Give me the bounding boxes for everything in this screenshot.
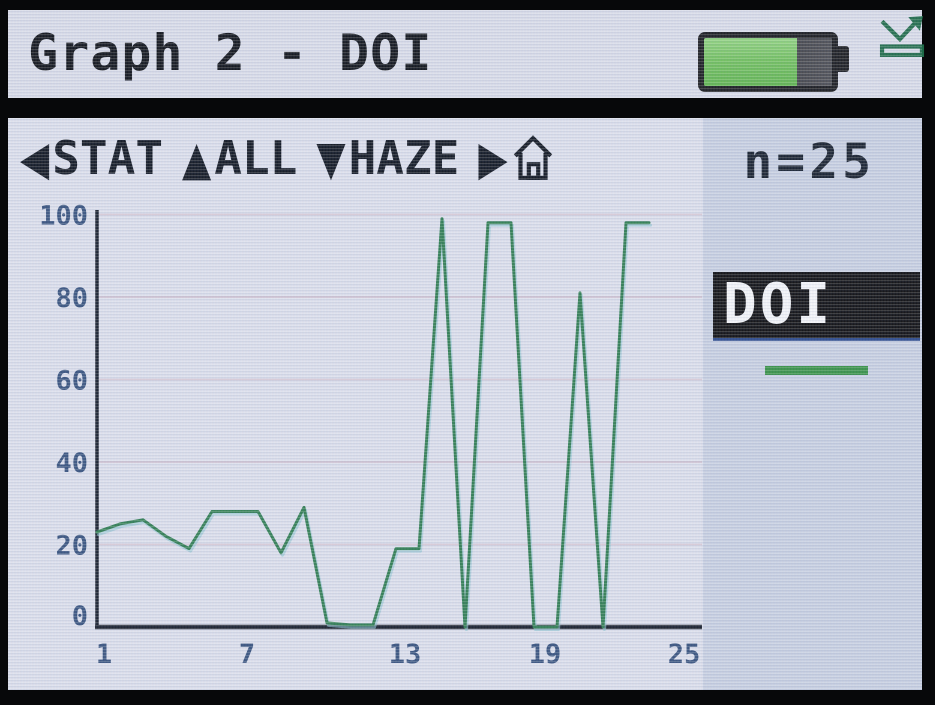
title-bar: Graph 2 - DOI — [8, 10, 925, 98]
nav-haze-label: HAZE — [348, 131, 460, 185]
toolbar: ◀ STAT ▲ ALL ▼ HAZE ▶ — [20, 132, 553, 184]
right-panel — [703, 118, 922, 690]
home-icon — [513, 135, 552, 180]
svg-text:0: 0 — [72, 601, 88, 632]
export-arrow-icon — [879, 16, 925, 57]
battery-fill — [704, 38, 798, 86]
battery-body — [698, 32, 838, 92]
down-triangle-icon: ▼ — [316, 130, 346, 186]
nav-haze-button[interactable]: ▼ HAZE — [316, 130, 460, 186]
right-triangle-icon: ▶ — [478, 130, 508, 186]
svg-text:20: 20 — [55, 531, 88, 562]
svg-text:19: 19 — [529, 639, 562, 670]
nav-home-button[interactable]: ▶ — [478, 134, 552, 182]
chart: 0 20 40 60 80 100 1 7 13 19 25 — [39, 201, 702, 670]
svg-text:100: 100 — [39, 201, 88, 232]
sample-count: n=25 — [743, 134, 875, 190]
nav-stat-button[interactable]: ◀ STAT — [20, 130, 164, 186]
up-triangle-icon: ▲ — [182, 130, 212, 186]
svg-text:80: 80 — [55, 283, 88, 314]
nav-all-label: ALL — [214, 131, 298, 185]
svg-text:1: 1 — [96, 639, 112, 670]
nav-stat-label: STAT — [52, 131, 164, 185]
svg-text:60: 60 — [55, 366, 88, 397]
svg-text:7: 7 — [239, 639, 255, 670]
legend-doi-tab[interactable]: DOI — [713, 272, 920, 341]
svg-text:13: 13 — [389, 639, 422, 670]
battery-nub — [838, 46, 849, 72]
svg-text:25: 25 — [668, 639, 701, 670]
page-title: Graph 2 - DOI — [28, 24, 433, 82]
svg-text:40: 40 — [55, 448, 88, 479]
nav-all-button[interactable]: ▲ ALL — [182, 130, 298, 186]
main-screen: 0 20 40 60 80 100 1 7 13 19 25 ◀ STAT ▲ ALL ▼ HAZE… — [8, 118, 922, 690]
left-triangle-icon: ◀ — [20, 130, 50, 186]
legend-line-swatch — [765, 366, 868, 375]
legend-label: DOI — [723, 272, 834, 337]
